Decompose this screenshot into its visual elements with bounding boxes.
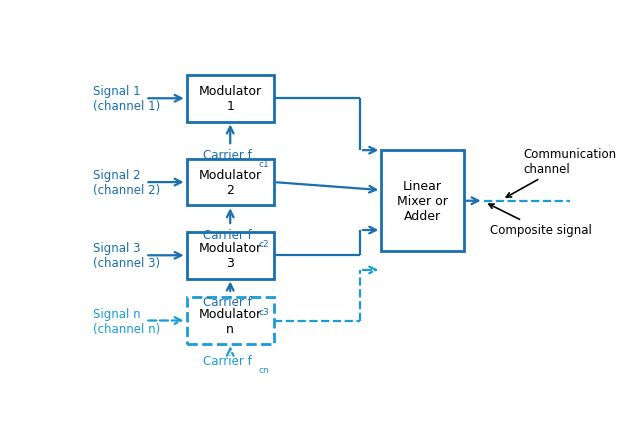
Text: Modulator
1: Modulator 1 xyxy=(198,85,262,113)
Text: Modulator
n: Modulator n xyxy=(198,307,262,335)
Text: Carrier f: Carrier f xyxy=(204,228,252,241)
Text: c3: c3 xyxy=(259,307,269,316)
Text: Signal 1
(channel 1): Signal 1 (channel 1) xyxy=(93,85,160,113)
Text: cn: cn xyxy=(259,365,269,374)
Text: Composite signal: Composite signal xyxy=(489,205,592,237)
Text: Signal 3
(channel 3): Signal 3 (channel 3) xyxy=(93,242,160,270)
FancyBboxPatch shape xyxy=(187,76,274,122)
FancyBboxPatch shape xyxy=(187,297,274,344)
Text: c2: c2 xyxy=(259,239,269,248)
Text: c1: c1 xyxy=(259,159,269,169)
Text: Modulator
3: Modulator 3 xyxy=(198,242,262,270)
Text: Signal n
(channel n): Signal n (channel n) xyxy=(93,307,160,335)
Text: Carrier f: Carrier f xyxy=(204,296,252,309)
Text: Signal 2
(channel 2): Signal 2 (channel 2) xyxy=(93,169,160,197)
Text: Carrier f: Carrier f xyxy=(204,148,252,161)
Text: Communication
channel: Communication channel xyxy=(506,148,617,198)
FancyBboxPatch shape xyxy=(187,159,274,206)
FancyBboxPatch shape xyxy=(187,233,274,279)
Text: Modulator
2: Modulator 2 xyxy=(198,169,262,197)
Text: Linear
Mixer or
Adder: Linear Mixer or Adder xyxy=(397,180,448,223)
Text: Carrier f: Carrier f xyxy=(204,354,252,367)
FancyBboxPatch shape xyxy=(381,151,464,252)
